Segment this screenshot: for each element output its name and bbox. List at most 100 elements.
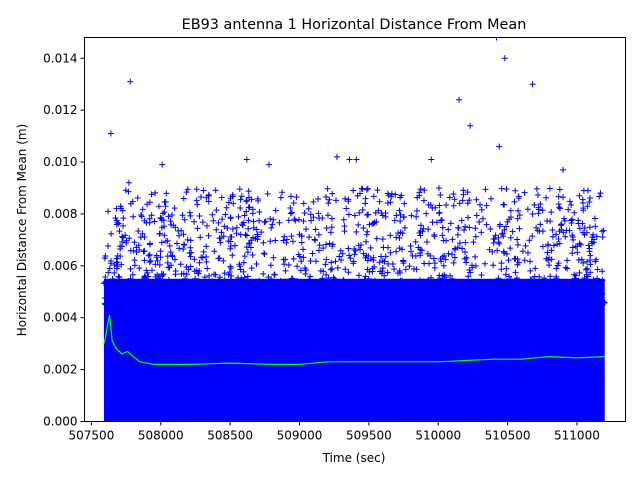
- scatter-point: [260, 288, 267, 295]
- scatter-point: [488, 279, 495, 286]
- scatter-point: [108, 230, 115, 237]
- scatter-point: [580, 187, 587, 194]
- scatter-point: [427, 202, 434, 209]
- scatter-point: [178, 227, 185, 234]
- scatter-point: [572, 293, 579, 300]
- scatter-point: [300, 254, 307, 261]
- scatter-point: [544, 242, 551, 249]
- scatter-point: [146, 199, 153, 206]
- scatter-point: [330, 293, 337, 300]
- scatter-point: [379, 265, 386, 272]
- scatter-point: [514, 256, 521, 263]
- scatter-point: [288, 209, 295, 216]
- scatter-point: [323, 271, 330, 278]
- scatter-point: [426, 281, 433, 288]
- y-tick-label: 0.006: [43, 259, 77, 273]
- scatter-point: [556, 204, 563, 211]
- scatter-point: [181, 216, 188, 223]
- scatter-point: [533, 224, 540, 231]
- scatter-point: [312, 237, 319, 244]
- scatter-point: [500, 295, 507, 302]
- scatter-point: [129, 301, 136, 308]
- scatter-point: [503, 288, 510, 295]
- scatter-point: [249, 292, 256, 299]
- scatter-point: [472, 225, 479, 232]
- scatter-point: [127, 291, 134, 298]
- scatter-point: [288, 233, 295, 240]
- scatter-point: [498, 300, 505, 307]
- scatter-point: [235, 274, 242, 281]
- scatter-point: [119, 233, 126, 240]
- scatter-point: [580, 229, 587, 236]
- scatter-point: [109, 276, 116, 283]
- y-tick-label: 0.000: [43, 415, 77, 429]
- scatter-point: [517, 286, 524, 293]
- scatter-point: [425, 260, 432, 267]
- y-tick-label: 0.010: [43, 155, 77, 169]
- scatter-point: [362, 195, 369, 202]
- scatter-point: [413, 213, 420, 220]
- scatter-point: [493, 37, 500, 41]
- scatter-point: [293, 194, 300, 201]
- scatter-point: [364, 185, 371, 192]
- scatter-point: [548, 247, 555, 254]
- scatter-point: [228, 273, 235, 280]
- scatter-point: [357, 242, 364, 249]
- scatter-point: [203, 194, 210, 201]
- scatter-point: [391, 299, 398, 306]
- scatter-point: [152, 261, 159, 268]
- scatter-point: [161, 232, 168, 239]
- scatter-point: [341, 223, 348, 230]
- scatter-point: [281, 282, 288, 289]
- scatter-point: [196, 259, 203, 266]
- scatter-point: [324, 212, 331, 219]
- scatter-point: [197, 234, 204, 241]
- scatter-point: [407, 286, 414, 293]
- scatter-point: [243, 232, 250, 239]
- scatter-point: [131, 239, 138, 246]
- scatter-point: [117, 203, 124, 210]
- scatter-point: [461, 255, 468, 262]
- scatter-point: [319, 275, 326, 282]
- scatter-point: [227, 215, 234, 222]
- scatter-point: [409, 252, 416, 259]
- scatter-point: [494, 247, 501, 254]
- scatter-point: [575, 220, 582, 227]
- scatter-point: [234, 284, 241, 291]
- scatter-point: [101, 279, 108, 286]
- scatter-point: [328, 224, 335, 231]
- scatter-point: [305, 283, 312, 290]
- scatter-point: [445, 250, 452, 257]
- scatter-point: [369, 265, 376, 272]
- scatter-point: [537, 201, 544, 208]
- scatter-point: [382, 253, 389, 260]
- scatter-point: [285, 285, 292, 292]
- scatter-point: [206, 272, 213, 279]
- x-axis: 507500 508000 508500 509000 509500 510000 5105…: [69, 421, 600, 443]
- scatter-point: [162, 203, 169, 210]
- scatter-point: [221, 276, 228, 283]
- scatter-point: [322, 261, 329, 268]
- scatter-point: [343, 285, 350, 292]
- scatter-point: [116, 228, 123, 235]
- scatter-point: [292, 301, 299, 308]
- scatter-point: [167, 248, 174, 255]
- scatter-point: [503, 186, 510, 193]
- scatter-point: [581, 287, 588, 294]
- scatter-point: [521, 257, 528, 264]
- scatter-point: [367, 244, 374, 251]
- scatter-point: [509, 228, 516, 235]
- scatter-point: [212, 283, 219, 290]
- scatter-point: [295, 283, 302, 290]
- scatter-point: [326, 196, 333, 203]
- scatter-point: [408, 212, 415, 219]
- scatter-point: [270, 254, 277, 261]
- scatter-point: [556, 186, 563, 193]
- scatter-point: [354, 192, 361, 199]
- scatter-point: [146, 251, 153, 258]
- y-tick-label: 0.004: [43, 311, 77, 325]
- scatter-point: [250, 218, 257, 225]
- scatter-point: [503, 250, 510, 257]
- scatter-point: [324, 291, 331, 298]
- scatter-point: [437, 293, 444, 300]
